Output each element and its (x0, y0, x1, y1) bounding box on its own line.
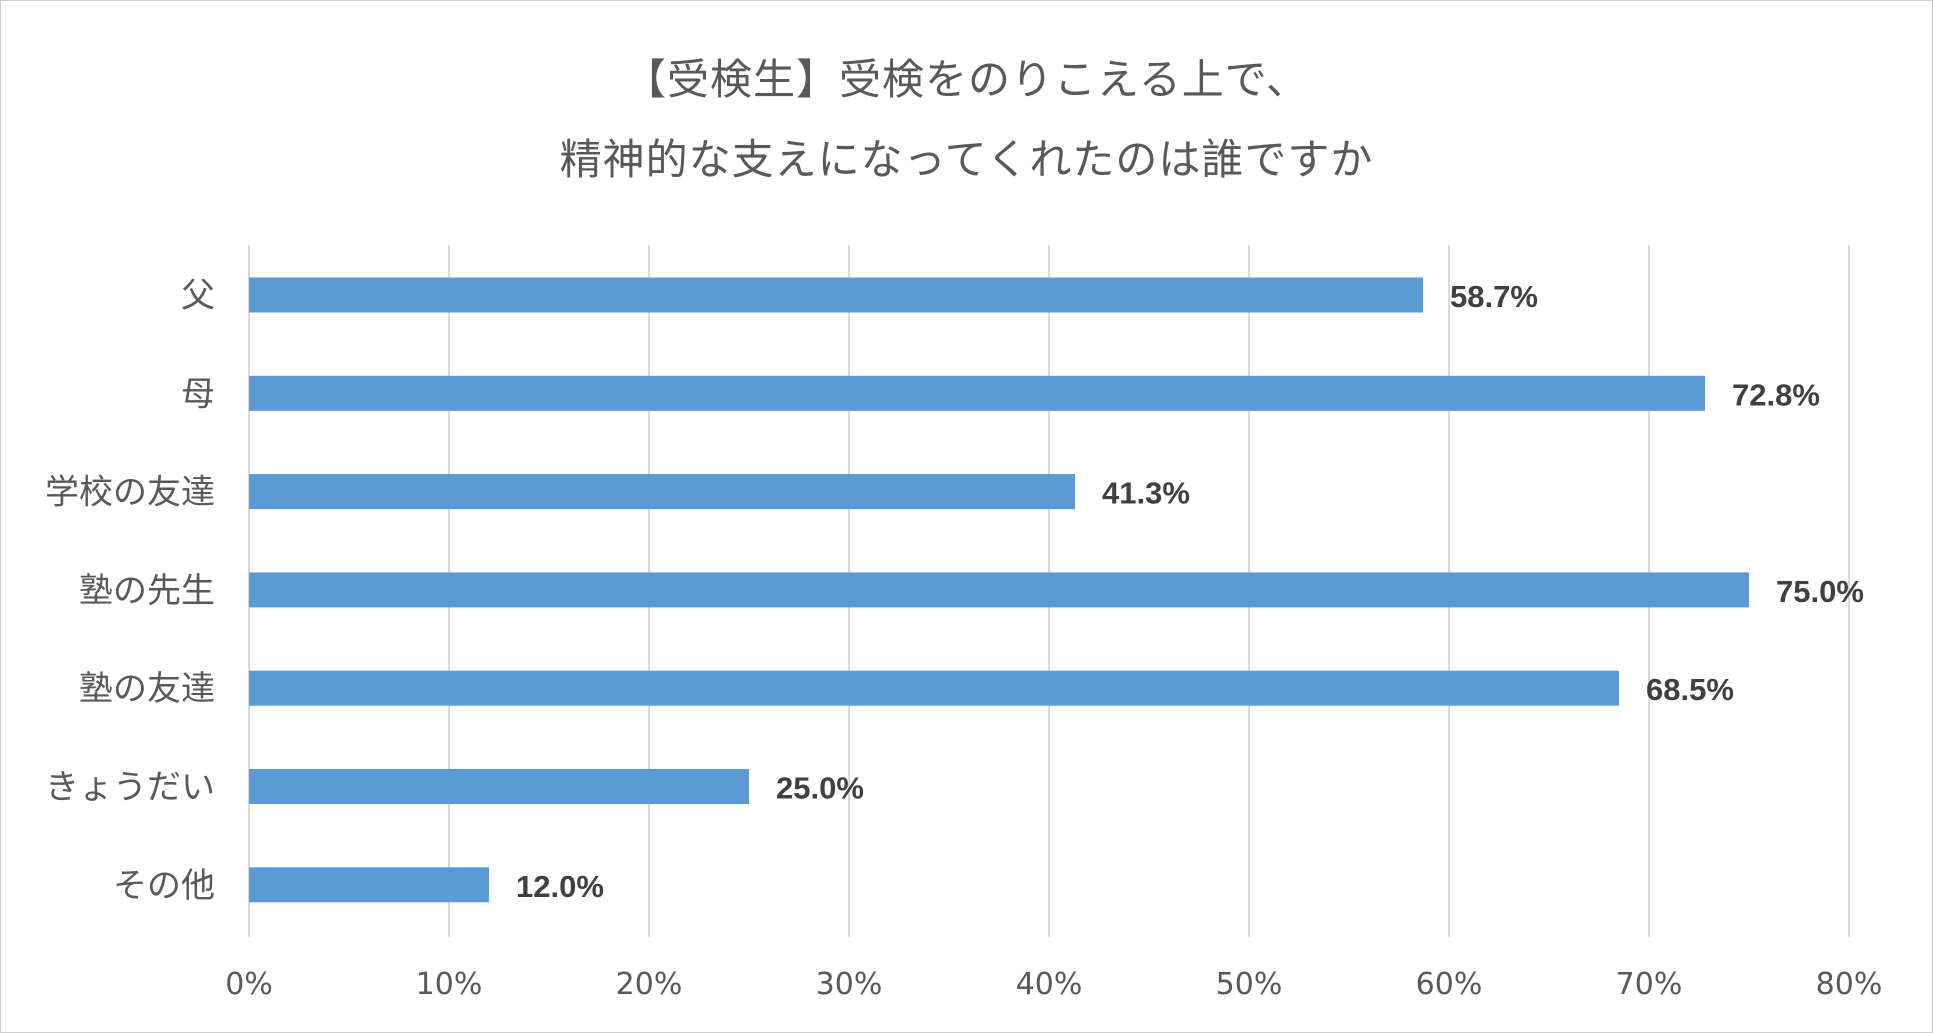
x-tick-label: 80% (1816, 967, 1883, 1002)
category-label: 学校の友達 (45, 473, 215, 513)
category-label: 父 (181, 276, 215, 316)
data-label: 25.0% (776, 771, 864, 806)
x-tick-label: 10% (416, 967, 483, 1002)
category-label: 母 (181, 374, 215, 414)
bar (249, 474, 1075, 510)
data-label: 12.0% (516, 869, 604, 904)
data-label: 75.0% (1776, 574, 1864, 609)
data-label: 41.3% (1102, 476, 1190, 511)
bar (249, 572, 1749, 608)
x-tick-label: 20% (616, 967, 683, 1002)
x-tick-label: 0% (225, 967, 273, 1002)
x-tick-label: 60% (1416, 967, 1483, 1002)
category-label: 塾の友達 (79, 669, 215, 709)
bar (249, 277, 1423, 313)
category-label: きょうだい (45, 768, 215, 808)
x-tick-label: 70% (1616, 967, 1683, 1002)
data-label: 72.8% (1732, 377, 1820, 412)
bar (249, 769, 749, 804)
chart-title-line-1: 【受検生】受検をのりこえる上で、 (623, 55, 1310, 104)
chart-title-line-2: 精神的な支えになってくれたのは誰ですか (559, 135, 1374, 184)
x-tick-label: 50% (1216, 967, 1283, 1002)
bar (249, 670, 1619, 706)
x-tick-label: 40% (1016, 967, 1083, 1002)
bar (249, 375, 1705, 411)
bar (249, 867, 489, 903)
data-label: 58.7% (1450, 279, 1538, 314)
category-label: 塾の先生 (79, 571, 215, 611)
data-label: 68.5% (1646, 672, 1734, 707)
category-label: その他 (113, 866, 215, 906)
x-tick-label: 30% (816, 967, 883, 1002)
